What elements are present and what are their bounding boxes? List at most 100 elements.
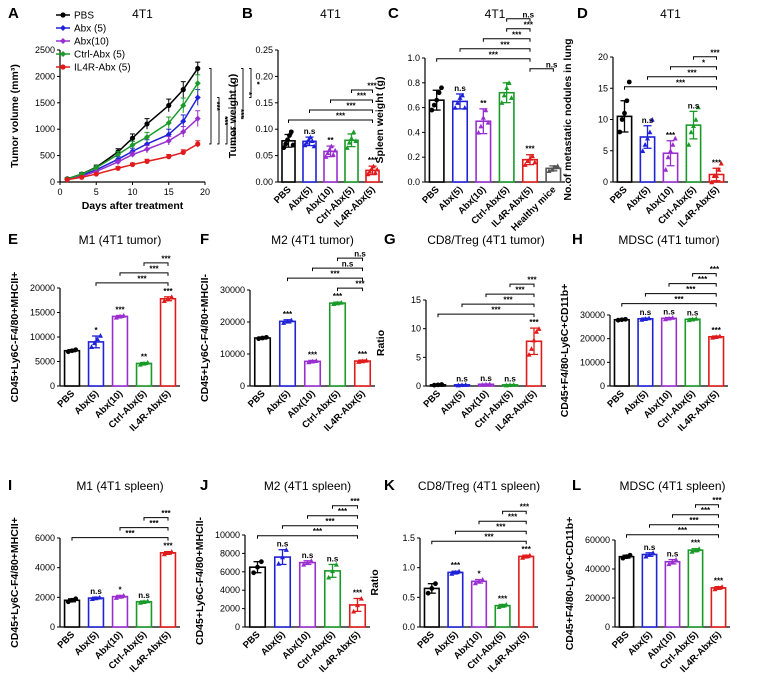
comparison-bracket <box>288 119 373 123</box>
y-tick-label: 0.5 <box>402 592 415 602</box>
data-point <box>144 121 150 127</box>
data-point <box>166 102 172 109</box>
data-point <box>662 316 668 322</box>
y-axis-label: CD45+Ly6C-F4/80+MHCII+ <box>9 517 21 648</box>
bracket-label: * <box>244 92 253 96</box>
significance-mark: n.s <box>663 308 675 317</box>
data-point <box>483 381 489 387</box>
significance-mark: n.s <box>138 591 150 600</box>
data-point <box>141 360 147 366</box>
comparison-bracket <box>143 262 169 266</box>
bar-abx-5- <box>451 100 469 183</box>
data-point <box>713 334 719 339</box>
y-tick-label: 15 <box>598 83 608 93</box>
x-tick-label: 20 <box>200 187 210 197</box>
data-point <box>670 559 675 564</box>
y-tick-label: 0.20 <box>255 71 273 81</box>
significance-mark: n.s <box>688 101 700 110</box>
data-point <box>372 169 378 175</box>
y-tick-label: 5 <box>416 352 421 362</box>
bracket-label: *** <box>712 496 722 505</box>
data-point <box>73 347 79 353</box>
data-point <box>311 143 317 149</box>
legend-marker <box>60 25 66 31</box>
data-point <box>526 351 532 357</box>
significance-mark: ** <box>480 99 487 108</box>
data-point <box>503 601 509 607</box>
significance-mark: *** <box>308 350 318 359</box>
comparison-bracket <box>225 118 228 145</box>
data-point <box>161 298 167 303</box>
significance-mark: n.s <box>304 127 316 136</box>
data-point <box>69 597 75 603</box>
comparison-bracket <box>431 540 527 545</box>
category-label: PBS <box>246 388 268 410</box>
comparison-bracket <box>621 303 717 307</box>
data-point <box>647 129 653 135</box>
data-point <box>290 142 296 148</box>
data-point <box>129 142 136 149</box>
bracket-label: n.s <box>546 60 558 69</box>
bracket-label: *** <box>515 286 525 295</box>
comparison-bracket <box>670 66 717 70</box>
y-tick-label: 1000 <box>35 124 55 134</box>
data-point <box>532 159 538 165</box>
y-tick-label: 6000 <box>35 533 55 543</box>
comparison-bracket <box>217 97 220 145</box>
bar-il4r-abx-5- <box>710 587 727 628</box>
bar-abx-5- <box>278 320 297 387</box>
data-point <box>308 558 314 563</box>
bracket-label: *** <box>524 20 534 29</box>
bracket-label: *** <box>674 295 684 304</box>
panel-letter: B <box>242 5 253 22</box>
bar-il4r-abx-5- <box>518 555 535 628</box>
data-point <box>165 131 172 138</box>
comparison-bracket <box>287 277 363 282</box>
data-point <box>546 168 552 174</box>
data-point <box>276 561 282 566</box>
bar-ctrl-abx-5- <box>328 302 347 387</box>
bracket-label: *** <box>512 30 522 39</box>
data-point <box>520 555 526 560</box>
significance-mark: n.s <box>504 375 516 384</box>
bracket-label: *** <box>710 265 720 274</box>
data-point <box>691 123 696 128</box>
panel-title: M1 (4T1 spleen) <box>76 479 163 493</box>
bracket-label: *** <box>678 526 688 535</box>
comparison-bracket <box>672 514 719 518</box>
bracket-label: *** <box>698 275 708 284</box>
panel-letter: F <box>200 231 209 248</box>
panel-title: CD8/Treg (4T1 spleen) <box>418 479 540 493</box>
y-tick-label: 4000 <box>220 585 240 595</box>
data-point <box>455 100 461 105</box>
data-point <box>194 80 201 87</box>
data-point <box>506 80 512 85</box>
y-tick-label: 1.0 <box>402 563 415 573</box>
data-point <box>476 578 482 584</box>
data-point <box>180 102 187 109</box>
data-point <box>431 102 437 108</box>
data-point <box>431 382 437 388</box>
data-point <box>287 133 292 138</box>
significance-mark: n.s <box>277 540 289 549</box>
data-point <box>310 358 315 364</box>
data-point <box>65 599 71 605</box>
data-point <box>462 105 468 110</box>
significance-mark: *** <box>358 350 368 359</box>
significance-mark: *** <box>712 326 722 335</box>
data-point <box>346 139 352 145</box>
data-point <box>165 550 171 556</box>
data-point <box>688 129 694 135</box>
bracket-label: *** <box>313 527 323 536</box>
bracket-label: *** <box>689 516 699 525</box>
comparison-bracket <box>337 257 363 262</box>
data-point <box>117 594 123 599</box>
bar-abx-10- <box>111 595 129 628</box>
data-point <box>281 320 287 325</box>
bracket-label: *** <box>710 48 720 57</box>
y-tick-label: 10 <box>411 324 421 334</box>
data-point <box>717 333 723 339</box>
data-point <box>129 135 136 141</box>
y-tick-label: 0.10 <box>255 124 273 134</box>
comparison-bracket <box>478 520 527 525</box>
